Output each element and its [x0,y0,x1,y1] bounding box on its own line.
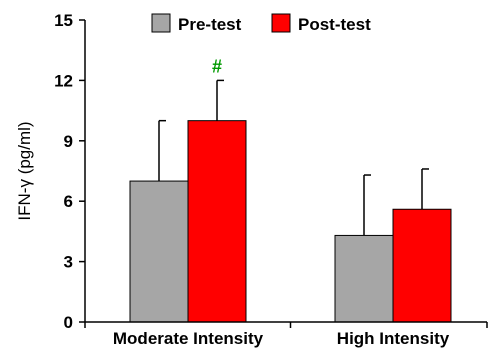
annotations-layer: # [212,56,222,76]
y-axis-ticks: 0 3 6 9 12 15 [54,11,85,332]
bar-post-test [187,120,247,323]
x-axis-ticks: Moderate Intensity High Intensity [84,322,488,348]
legend-swatch-post-test [271,13,291,33]
legend: Pre-test Post-test [151,13,371,34]
y-axis-title: IFN-γ (pg/ml) [15,121,34,220]
legend-label-pre-test: Pre-test [178,15,242,34]
significance-marker: # [212,56,222,76]
bar-pre-test [129,180,189,323]
y-tick-label: 12 [54,71,73,90]
x-category-label: Moderate Intensity [113,329,264,348]
y-tick-label: 6 [64,192,73,211]
bar-pre-test [334,234,394,323]
error-bars-layer [158,79,429,236]
legend-swatch-pre-test [151,13,171,33]
legend-label-post-test: Post-test [298,15,371,34]
y-tick-label: 0 [64,313,73,332]
bars-layer [129,120,452,323]
x-category-label: High Intensity [337,329,450,348]
y-tick-label: 9 [64,132,73,151]
y-tick-label: 3 [64,253,73,272]
y-tick-label: 15 [54,11,73,30]
bar-post-test [392,208,452,323]
